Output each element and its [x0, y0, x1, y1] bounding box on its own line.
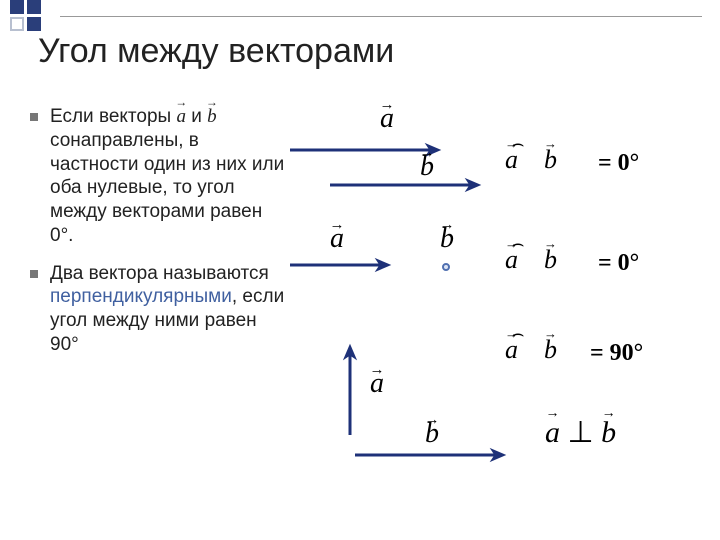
angle-expr: ⌢ →a →b: [505, 335, 557, 365]
vector-a: →a: [176, 105, 186, 129]
label-b: →b: [420, 153, 434, 181]
bullet-marker: [30, 270, 38, 278]
label-a: →a: [330, 225, 344, 253]
vector-b: →b: [207, 105, 217, 129]
text-fragment: сонаправлены, в частности один из них ил…: [50, 130, 284, 246]
accent-square: [10, 0, 24, 14]
accent-square: [27, 17, 41, 31]
angle-expr: ⌢ →a →b: [505, 145, 557, 175]
vector-arrow-b: [355, 448, 505, 462]
accent-square: [27, 0, 41, 14]
vector-arrow-b: [330, 178, 480, 192]
zero-vector-dot: [442, 263, 450, 271]
label-b: →b: [425, 420, 439, 448]
angle-value: = 90°: [590, 340, 643, 367]
bullet-text: Если векторы →a и →b сонаправлены, в час…: [50, 105, 285, 248]
label-a: →a: [370, 370, 384, 398]
label-b: →b: [440, 225, 454, 253]
text-fragment: Если векторы: [50, 106, 176, 127]
angle-expr: ⌢ →a →b: [505, 245, 557, 275]
page-title: Угол между векторами: [38, 32, 394, 71]
title-divider: [60, 16, 702, 17]
text-fragment: Два вектора называются: [50, 263, 269, 284]
highlight-perpendicular: перпендикулярными: [50, 286, 232, 307]
bullet-text: Два вектора называются перпендикулярными…: [50, 262, 285, 357]
vector-arrow-a: [290, 258, 390, 272]
angle-value: = 0°: [598, 150, 639, 177]
list-item: Если векторы →a и →b сонаправлены, в час…: [30, 105, 285, 248]
angle-value: = 0°: [598, 250, 639, 277]
diagram-area: →a →b ⌢ →a →b = 0° →a →b ⌢ →a →b = 0° →a…: [290, 95, 710, 525]
vector-arrow-a: [343, 345, 357, 435]
bullet-marker: [30, 113, 38, 121]
accent-square: [10, 17, 24, 31]
bullet-list: Если векторы →a и →b сонаправлены, в час…: [30, 105, 285, 371]
text-fragment: и: [186, 106, 207, 127]
label-a: →a: [380, 105, 394, 133]
vector-arrow-a: [290, 143, 440, 157]
list-item: Два вектора называются перпендикулярными…: [30, 262, 285, 357]
perp-expression: →a ⊥ →b: [545, 415, 616, 450]
